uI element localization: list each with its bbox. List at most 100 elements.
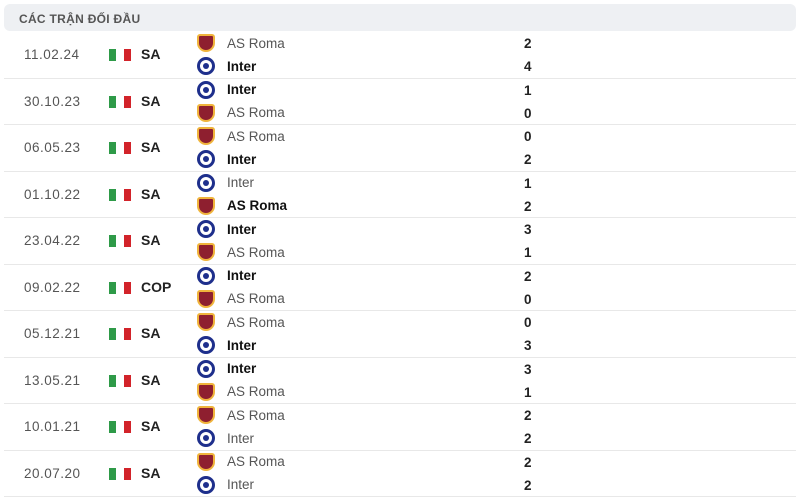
match-row[interactable]: 20.07.20 SA AS Roma 2 Inter 2	[4, 451, 796, 497]
team-away[interactable]: AS Roma	[197, 289, 285, 309]
score-home: 2	[524, 36, 532, 51]
score-away: 3	[524, 338, 532, 353]
match-date: 20.07.20	[24, 465, 81, 481]
inter-crest-icon	[197, 150, 215, 168]
team-home[interactable]: AS Roma	[197, 126, 285, 146]
score-home: 0	[524, 129, 532, 144]
match-row[interactable]: 11.02.24 SA AS Roma 2 Inter 4	[4, 32, 796, 79]
roma-crest-icon	[197, 103, 215, 122]
team-away[interactable]: Inter	[197, 149, 256, 169]
match-row[interactable]: 10.01.21 SA AS Roma 2 Inter 2	[4, 404, 796, 451]
team-name: AS Roma	[227, 291, 285, 306]
competition: SA	[141, 139, 161, 155]
competition: SA	[141, 46, 161, 62]
match-row[interactable]: 30.10.23 SA Inter 1 AS Roma 0	[4, 79, 796, 125]
roma-crest-icon	[197, 452, 215, 471]
roma-crest-icon	[197, 313, 215, 331]
team-home[interactable]: Inter	[197, 173, 254, 193]
match-date: 11.02.24	[24, 47, 80, 62]
team-home[interactable]: AS Roma	[197, 452, 285, 472]
match-date: 30.10.23	[24, 93, 81, 109]
team-home[interactable]: Inter	[197, 219, 256, 239]
team-name: Inter	[227, 151, 257, 167]
match-date: 06.05.23	[24, 140, 81, 155]
italy-flag-icon	[109, 235, 132, 247]
team-away[interactable]: Inter	[197, 475, 254, 495]
italy-flag-icon	[109, 328, 132, 340]
team-home[interactable]: Inter	[197, 266, 256, 286]
team-name: AS Roma	[227, 454, 285, 469]
team-name: AS Roma	[227, 198, 288, 213]
team-name: Inter	[227, 58, 257, 74]
team-name: AS Roma	[227, 384, 285, 399]
score-home: 1	[524, 175, 532, 191]
roma-crest-icon	[197, 406, 215, 424]
score-away: 2	[524, 198, 532, 214]
match-row[interactable]: 01.10.22 SA Inter 1 AS Roma 2	[4, 172, 796, 218]
team-name: Inter	[227, 82, 257, 97]
score-home: 2	[524, 268, 532, 284]
match-date: 23.04.22	[24, 233, 81, 248]
score-home: 3	[524, 361, 532, 377]
team-home[interactable]: Inter	[197, 359, 256, 379]
inter-crest-icon	[197, 429, 215, 447]
italy-flag-icon	[109, 374, 132, 387]
competition: SA	[141, 371, 161, 388]
roma-crest-icon	[197, 34, 215, 52]
score-away: 4	[524, 59, 532, 74]
match-row[interactable]: 13.05.21 SA Inter 3 AS Roma 1	[4, 358, 796, 404]
team-name: AS Roma	[227, 314, 285, 330]
inter-crest-icon	[197, 266, 215, 285]
team-home[interactable]: AS Roma	[197, 312, 285, 332]
team-home[interactable]: Inter	[197, 80, 256, 100]
team-name: Inter	[227, 477, 255, 492]
match-date: 13.05.21	[24, 372, 81, 388]
match-row[interactable]: 23.04.22 SA Inter 3 AS Roma 1	[4, 218, 796, 265]
match-row[interactable]: 06.05.23 SA AS Roma 0 Inter 2	[4, 125, 796, 172]
italy-flag-icon	[109, 49, 132, 61]
score-away: 2	[524, 477, 532, 493]
match-row[interactable]: 05.12.21 SA AS Roma 0 Inter 3	[4, 311, 796, 358]
team-away[interactable]: AS Roma	[197, 103, 285, 123]
match-date: 10.01.21	[24, 419, 81, 434]
roma-crest-icon	[197, 289, 215, 308]
team-home[interactable]: AS Roma	[197, 33, 285, 53]
score-away: 2	[524, 431, 532, 446]
team-away[interactable]: Inter	[197, 428, 254, 448]
score-home: 2	[524, 454, 532, 470]
roma-crest-icon	[197, 196, 215, 215]
competition: COP	[141, 278, 172, 295]
team-away[interactable]: AS Roma	[197, 382, 285, 402]
inter-crest-icon	[197, 57, 215, 75]
score-away: 0	[524, 291, 532, 307]
roma-crest-icon	[197, 127, 215, 145]
team-name: Inter	[227, 268, 257, 283]
team-away[interactable]: AS Roma	[197, 196, 287, 216]
roma-crest-icon	[197, 243, 215, 261]
team-name: AS Roma	[227, 244, 285, 260]
team-away[interactable]: Inter	[197, 56, 256, 76]
team-away[interactable]: AS Roma	[197, 242, 285, 262]
inter-crest-icon	[197, 475, 215, 494]
inter-crest-icon	[197, 173, 215, 192]
inter-crest-icon	[197, 336, 215, 354]
team-name: Inter	[227, 221, 257, 237]
inter-crest-icon	[197, 80, 215, 99]
score-away: 1	[524, 245, 532, 260]
competition: SA	[141, 418, 161, 434]
match-row[interactable]: 09.02.22 COP Inter 2 AS Roma 0	[4, 265, 796, 311]
roma-crest-icon	[197, 382, 215, 401]
team-away[interactable]: Inter	[197, 335, 256, 355]
italy-flag-icon	[109, 467, 132, 480]
score-home: 3	[524, 222, 532, 237]
italy-flag-icon	[109, 142, 132, 154]
team-name: Inter	[227, 361, 257, 376]
team-name: AS Roma	[227, 407, 285, 423]
competition: SA	[141, 185, 161, 202]
score-home: 0	[524, 315, 532, 330]
team-name: Inter	[227, 337, 257, 353]
italy-flag-icon	[109, 421, 132, 433]
italy-flag-icon	[109, 281, 132, 294]
team-home[interactable]: AS Roma	[197, 405, 285, 425]
team-name: Inter	[227, 430, 255, 446]
